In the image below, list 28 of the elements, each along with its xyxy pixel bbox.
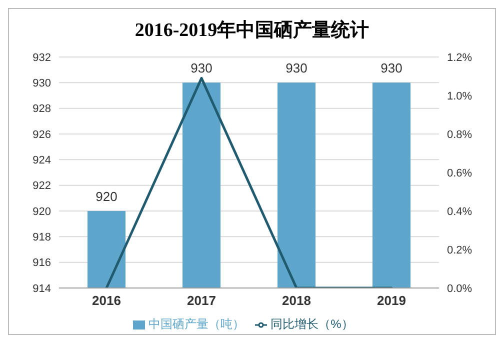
y2-tick-label: 0.0% bbox=[447, 282, 472, 295]
legend-label: 中国硒产量（吨） bbox=[148, 317, 245, 331]
y2-tick-label: 0.4% bbox=[447, 206, 472, 218]
data-label: 930 bbox=[190, 60, 212, 76]
y-tick-label: 914 bbox=[32, 282, 51, 295]
y2-tick-label: 1.2% bbox=[447, 52, 472, 64]
y-tick-label: 926 bbox=[32, 128, 51, 141]
y-tick-label: 922 bbox=[32, 180, 51, 192]
y-tick-label: 928 bbox=[32, 103, 51, 116]
y-tick-label: 930 bbox=[32, 78, 51, 90]
y-tick-label: 924 bbox=[32, 154, 51, 167]
y-tick-label: 920 bbox=[32, 206, 51, 218]
y2-tick-label: 0.8% bbox=[447, 128, 472, 141]
data-label: 930 bbox=[286, 60, 308, 76]
y2-tick-label: 0.2% bbox=[447, 244, 472, 256]
x-tick-label: 2017 bbox=[187, 293, 216, 308]
x-tick-label: 2019 bbox=[377, 293, 406, 308]
x-tick-label: 2018 bbox=[282, 293, 311, 308]
y-tick-label: 916 bbox=[32, 257, 51, 270]
chart-title: 2016-2019年中国硒产量统计 bbox=[134, 18, 370, 43]
y2-tick-label: 0.6% bbox=[447, 167, 472, 180]
y2-tick-label: 1.0% bbox=[447, 90, 472, 102]
y-tick-label: 932 bbox=[32, 52, 51, 64]
y-tick-label: 918 bbox=[32, 232, 51, 244]
data-label: 930 bbox=[380, 60, 402, 76]
data-label: 920 bbox=[96, 189, 118, 204]
x-tick-label: 2016 bbox=[92, 293, 121, 308]
legend-label: 同比增长（%） bbox=[270, 317, 354, 331]
